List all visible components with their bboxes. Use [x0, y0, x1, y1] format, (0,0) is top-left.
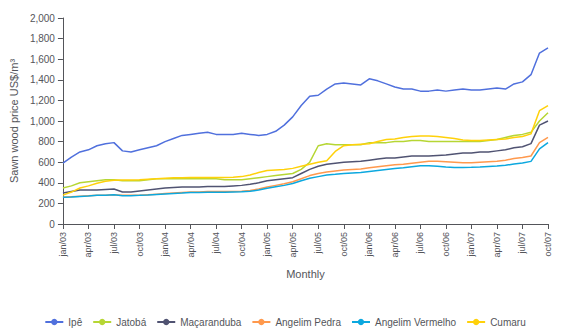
svg-text:jan/06: jan/06: [364, 232, 374, 258]
svg-text:oct/03: oct/03: [135, 232, 145, 257]
svg-text:apr/05: apr/05: [288, 232, 298, 258]
svg-text:400: 400: [38, 177, 55, 188]
svg-text:1,600: 1,600: [30, 54, 55, 65]
svg-text:apr/06: apr/06: [390, 232, 400, 258]
svg-text:800: 800: [38, 136, 55, 147]
svg-text:oct/07: oct/07: [543, 232, 553, 257]
svg-text:jan/03: jan/03: [58, 232, 68, 258]
svg-text:jan/04: jan/04: [160, 232, 170, 258]
svg-text:oct/04: oct/04: [237, 232, 247, 257]
svg-text:jul/04: jul/04: [211, 232, 221, 255]
svg-text:Maçaranduba: Maçaranduba: [180, 317, 242, 328]
svg-text:apr/03: apr/03: [83, 232, 93, 258]
svg-text:1,400: 1,400: [30, 74, 55, 85]
svg-text:oct/06: oct/06: [441, 232, 451, 257]
svg-text:apr/07: apr/07: [492, 232, 502, 258]
svg-text:jul/06: jul/06: [415, 232, 425, 255]
svg-text:jul/03: jul/03: [109, 232, 119, 255]
svg-text:jul/07: jul/07: [517, 232, 527, 255]
svg-text:1,000: 1,000: [30, 116, 55, 127]
svg-text:jan/07: jan/07: [466, 232, 476, 258]
svg-text:1,200: 1,200: [30, 95, 55, 106]
svg-text:Jatobá: Jatobá: [116, 317, 146, 328]
svg-text:Ipê: Ipê: [68, 317, 82, 328]
svg-text:apr/04: apr/04: [186, 232, 196, 258]
svg-text:oct/05: oct/05: [339, 232, 349, 257]
svg-text:600: 600: [38, 157, 55, 168]
svg-text:Monthly: Monthly: [286, 268, 325, 280]
svg-text:Cumaru: Cumaru: [490, 317, 526, 328]
svg-text:0: 0: [49, 219, 55, 230]
svg-text:200: 200: [38, 198, 55, 209]
svg-text:jul/05: jul/05: [313, 232, 323, 255]
svg-text:2,000: 2,000: [30, 13, 55, 24]
svg-text:Angelim Vermelho: Angelim Vermelho: [375, 317, 457, 328]
svg-text:1,800: 1,800: [30, 33, 55, 44]
svg-text:jan/05: jan/05: [262, 232, 272, 258]
svg-text:Angelim Pedra: Angelim Pedra: [275, 317, 341, 328]
svg-text:Sawn wood price US$/m³: Sawn wood price US$/m³: [8, 59, 20, 183]
